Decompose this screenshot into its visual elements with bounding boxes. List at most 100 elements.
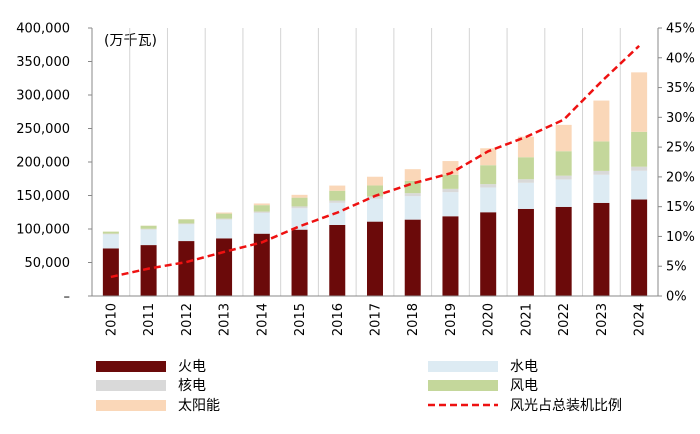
bar-segment bbox=[367, 198, 383, 222]
bar-segment bbox=[404, 196, 421, 220]
legend-label: 核电 bbox=[178, 378, 206, 394]
left-tick-label: 150,000 bbox=[16, 189, 70, 204]
bar-segment bbox=[517, 136, 534, 158]
left-tick-label: 250,000 bbox=[16, 122, 70, 137]
x-tick-label: 2013 bbox=[218, 303, 233, 336]
x-tick-label: 2023 bbox=[595, 303, 610, 336]
right-tick-label: 40% bbox=[666, 51, 695, 66]
bars bbox=[102, 72, 648, 296]
bar-segment bbox=[480, 165, 497, 185]
bar-segment bbox=[517, 208, 534, 296]
legend-label: 火电 bbox=[178, 359, 206, 375]
bar-segment bbox=[178, 219, 195, 224]
right-tick-label: 30% bbox=[666, 111, 695, 126]
x-tick-label: 2011 bbox=[142, 303, 157, 336]
bar-segment bbox=[329, 200, 346, 203]
legend-swatch bbox=[96, 361, 166, 372]
bar-segment bbox=[102, 234, 119, 249]
bar-segment bbox=[631, 166, 648, 171]
x-tick-label: 2010 bbox=[104, 303, 119, 336]
bar-segment bbox=[329, 190, 346, 201]
bar-segment bbox=[593, 100, 610, 142]
bar-segment bbox=[442, 216, 459, 296]
x-tick-label: 2021 bbox=[519, 303, 534, 336]
bar-segment bbox=[404, 219, 421, 296]
legend-swatch bbox=[96, 380, 166, 391]
x-tick-label: 2017 bbox=[369, 303, 384, 336]
bar-segment bbox=[253, 205, 270, 212]
bar-segment bbox=[631, 199, 648, 296]
bar-segment bbox=[178, 241, 195, 296]
x-tick-label: 2024 bbox=[633, 303, 648, 336]
bar-segment bbox=[517, 157, 534, 180]
bar-segment bbox=[555, 206, 572, 296]
bar-segment bbox=[367, 176, 383, 186]
bar-segment bbox=[216, 212, 233, 214]
bar-segment bbox=[291, 194, 308, 198]
bar-segment bbox=[367, 185, 383, 197]
legend-label: 水电 bbox=[510, 359, 538, 375]
bar-segment bbox=[253, 233, 270, 296]
right-tick-label: 15% bbox=[666, 200, 695, 215]
bar-segment bbox=[102, 248, 119, 296]
x-tick-label: 2014 bbox=[255, 303, 270, 336]
left-tick-label: – bbox=[64, 290, 71, 305]
left-tick-label: 100,000 bbox=[16, 223, 70, 238]
legend-label: 风电 bbox=[510, 378, 538, 394]
bar-segment bbox=[442, 188, 459, 193]
x-tick-label: 2020 bbox=[482, 303, 497, 336]
bar-segment bbox=[367, 221, 383, 296]
legend-swatch bbox=[96, 400, 166, 411]
bar-segment bbox=[216, 213, 233, 219]
bar-segment bbox=[291, 208, 308, 230]
legend-label: 太阳能 bbox=[178, 398, 220, 414]
right-tick-label: 10% bbox=[666, 230, 695, 245]
bar-segment bbox=[593, 202, 610, 296]
bar-segment bbox=[367, 196, 383, 199]
bar-segment bbox=[140, 228, 157, 230]
bar-segment bbox=[442, 192, 459, 217]
bar-segment bbox=[329, 224, 346, 296]
bar-segment bbox=[631, 170, 648, 200]
grid bbox=[129, 28, 621, 296]
left-tick-label: 350,000 bbox=[16, 55, 70, 70]
bar-segment bbox=[140, 229, 157, 246]
bar-segment bbox=[631, 72, 648, 132]
bar-segment bbox=[555, 179, 572, 207]
x-tick-label: 2022 bbox=[557, 303, 572, 336]
x-tick-label: 2018 bbox=[406, 303, 421, 336]
bar-segment bbox=[102, 233, 119, 235]
legend-swatch bbox=[428, 361, 498, 372]
bar-segment bbox=[517, 179, 534, 183]
bar-segment bbox=[291, 229, 308, 296]
bar-segment bbox=[480, 184, 497, 188]
bar-segment bbox=[102, 231, 119, 234]
bar-segment bbox=[593, 170, 610, 175]
bar-segment bbox=[216, 238, 233, 296]
left-tick-label: 400,000 bbox=[16, 22, 70, 37]
bar-segment bbox=[178, 223, 195, 225]
bar-segment bbox=[140, 225, 157, 229]
bar-segment bbox=[291, 197, 308, 207]
legend-label: 风光占总装机比例 bbox=[510, 398, 622, 414]
bar-segment bbox=[442, 161, 459, 175]
bar-segment bbox=[593, 174, 610, 203]
bar-segment bbox=[140, 245, 157, 296]
bar-segment bbox=[253, 203, 270, 206]
bar-segment bbox=[442, 174, 459, 189]
right-tick-label: 0% bbox=[666, 290, 687, 305]
right-tick-label: 20% bbox=[666, 170, 695, 185]
bar-segment bbox=[555, 124, 572, 152]
bar-segment bbox=[480, 187, 497, 213]
axes: – 50,000 100,000 150,000 200,000 250,000 300,0… bbox=[16, 22, 695, 337]
bar-segment bbox=[329, 185, 346, 191]
right-tick-label: 35% bbox=[666, 81, 695, 96]
bar-segment bbox=[253, 212, 270, 234]
x-tick-label: 2016 bbox=[331, 303, 346, 336]
x-tick-label: 2012 bbox=[180, 303, 195, 336]
bar-segment bbox=[216, 218, 233, 220]
right-tick-label: 25% bbox=[666, 141, 695, 156]
unit-label: (万千瓦) bbox=[104, 33, 157, 49]
bar-segment bbox=[404, 169, 421, 181]
bar-segment bbox=[480, 148, 497, 166]
